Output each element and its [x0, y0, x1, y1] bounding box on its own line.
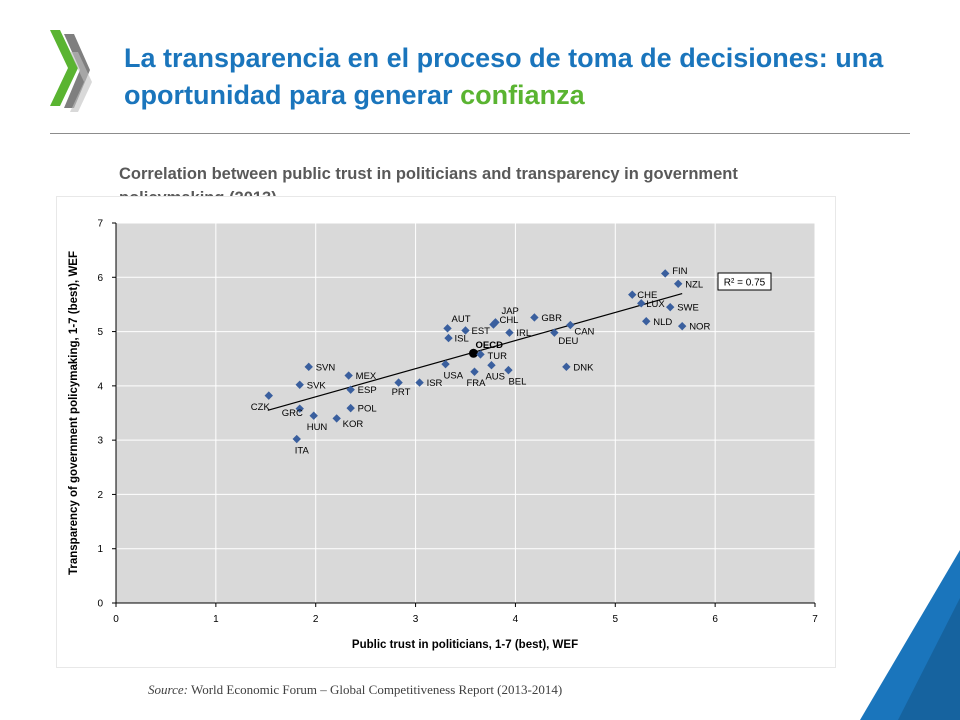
point-label: AUS: [485, 372, 505, 383]
point-label: SVK: [307, 380, 327, 391]
r2-box: [717, 272, 772, 291]
x-tick-label: 3: [413, 614, 419, 625]
slide-title: La transparencia en el proceso de toma d…: [124, 40, 944, 114]
point-label: NZL: [685, 279, 703, 290]
point-label: NOR: [689, 322, 710, 333]
point-est: [461, 326, 470, 335]
point-label: CHE: [637, 290, 657, 301]
point-label: TUR: [487, 351, 507, 362]
point-svn: [304, 362, 313, 372]
point-label: AUT: [452, 314, 471, 325]
point-prt: [394, 378, 403, 387]
point-label: MEX: [356, 371, 377, 382]
point-label: USA: [444, 371, 464, 382]
point-aut: [443, 324, 452, 333]
point-esp: [346, 385, 355, 394]
point-label: ITA: [295, 446, 310, 457]
point-label: GBR: [541, 313, 562, 324]
point-fin: [661, 269, 670, 278]
r2-label: R² = 0.75: [724, 278, 766, 289]
x-axis-title: Public trust in politicians, 1-7 (best),…: [352, 639, 578, 651]
title-divider: [50, 133, 910, 134]
point-label: BEL: [508, 377, 526, 388]
point-label: OECD: [475, 340, 503, 351]
point-label: IRL: [516, 328, 531, 339]
point-dnk: [562, 362, 571, 372]
point-mex: [344, 371, 353, 380]
point-label: LUX: [646, 299, 665, 310]
source-label: Source:: [148, 682, 188, 697]
point-label: FIN: [672, 266, 687, 277]
point-chl: [489, 320, 498, 329]
point-kor: [332, 414, 341, 423]
point-label: ESP: [358, 385, 377, 396]
point-hun: [309, 411, 318, 420]
point-label: KOR: [343, 419, 364, 430]
source-note: Source: World Economic Forum – Global Co…: [148, 682, 562, 698]
point-isl: [444, 333, 453, 343]
y-tick-label: 0: [97, 599, 103, 610]
point-lux: [637, 299, 646, 308]
y-tick-label: 2: [97, 490, 103, 501]
point-label: EST: [472, 326, 491, 337]
r2-annotation: R² = 0.75: [717, 272, 772, 291]
point-isr: [415, 378, 424, 387]
x-tick-label: 7: [812, 614, 818, 625]
point-label: CZK: [251, 402, 271, 413]
title-accent-word: confianza: [460, 80, 585, 110]
point-nzl: [673, 279, 683, 288]
point-label: NLD: [653, 317, 672, 328]
x-tick-label: 1: [213, 614, 219, 625]
chart-frame: 0 1 2 3 4 5 6 7 0 1 2 3 4 5 6 7 FIN NZL CHE LUX SWE NLD NOR GB…: [56, 196, 836, 668]
x-tick-label: 5: [613, 614, 619, 625]
point-che: [628, 290, 637, 299]
point-svk: [295, 380, 304, 389]
point-label: DEU: [558, 336, 578, 347]
point-label: CHL: [499, 315, 518, 326]
x-tick-label: 2: [313, 614, 319, 625]
y-tick-label: 4: [97, 381, 103, 392]
point-nor: [677, 321, 687, 331]
point-label: JAP: [501, 306, 518, 317]
point-grc: [295, 404, 304, 413]
point-label: SWE: [677, 303, 699, 314]
point-swe: [666, 302, 675, 312]
point-label: HUN: [307, 422, 328, 433]
point-aus: [487, 361, 496, 370]
point-label: PRT: [392, 387, 411, 398]
title-main-text: La transparencia en el proceso de toma d…: [124, 43, 884, 110]
point-label: POL: [358, 404, 377, 415]
y-axis-title: Transparency of government policymaking,…: [68, 251, 80, 575]
point-ita: [292, 434, 301, 444]
point-label: CAN: [574, 327, 594, 338]
x-tick-label: 6: [712, 614, 718, 625]
x-tick-label: 0: [113, 614, 119, 625]
oecd-average-point: [468, 348, 478, 358]
point-fra: [470, 367, 479, 376]
source-text: World Economic Forum – Global Competitiv…: [187, 682, 563, 697]
y-tick-label: 6: [97, 273, 103, 284]
point-label: ISL: [455, 334, 469, 345]
y-tick-label: 5: [97, 327, 103, 338]
point-label: GRC: [282, 408, 303, 419]
y-tick-label: 7: [97, 219, 103, 230]
point-label: FRA: [466, 378, 486, 389]
oecd-logo: [50, 30, 92, 112]
corner-decoration: [860, 550, 960, 720]
point-can: [566, 320, 575, 330]
plot-area: [116, 223, 815, 603]
x-tick-label: 4: [513, 614, 519, 625]
point-label: DNK: [573, 362, 594, 373]
point-irl: [505, 328, 514, 337]
axes: 0 1 2 3 4 5 6 7 0 1 2 3 4 5 6 7: [97, 219, 818, 626]
point-label: SVN: [316, 362, 336, 373]
grid: [116, 222, 816, 603]
point-label: ISR: [427, 378, 443, 389]
y-tick-label: 1: [97, 544, 103, 555]
point-nld: [642, 317, 651, 326]
y-tick-label: 3: [97, 436, 103, 447]
